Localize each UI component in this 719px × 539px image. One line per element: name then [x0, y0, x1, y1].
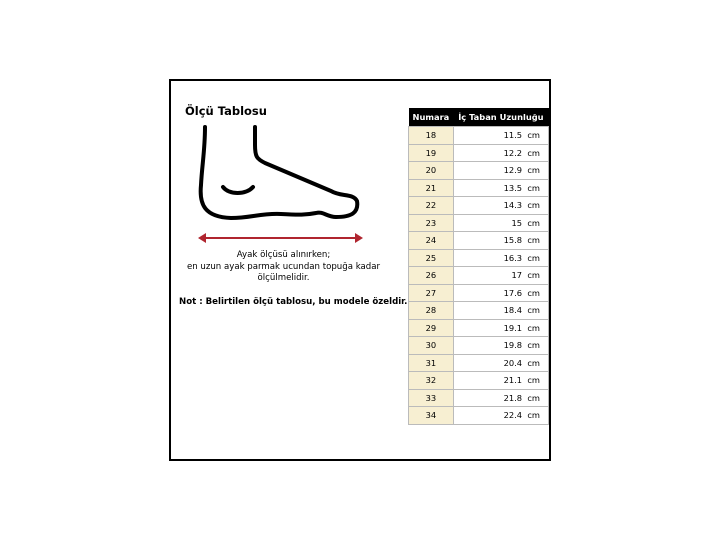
size-cell: 29 — [408, 318, 454, 337]
length-cell: 19.8 cm — [452, 336, 550, 355]
length-cell: 11.5 cm — [452, 126, 550, 145]
size-cell: 25 — [408, 248, 454, 267]
table-row: 30 19.8 cm — [408, 336, 550, 355]
size-chart-frame: Ölçü Tablosu Ayak ölçüsü alınırken; en u… — [169, 79, 551, 461]
length-cell: 20.4 cm — [452, 353, 550, 372]
length-cell: 15.8 cm — [452, 231, 550, 250]
size-cell: 23 — [408, 213, 454, 232]
length-cell: 17.6 cm — [452, 283, 550, 302]
table-row: 19 12.2 cm — [408, 143, 550, 162]
table-row: 24 15.8 cm — [408, 231, 550, 250]
table-row: 31 20.4 cm — [408, 353, 550, 372]
size-cell: 22 — [408, 196, 454, 215]
size-cell: 30 — [408, 336, 454, 355]
length-arrow — [198, 233, 363, 243]
size-cell: 20 — [408, 161, 454, 180]
length-cell: 12.9 cm — [452, 161, 550, 180]
table-row: 20 12.9 cm — [408, 161, 550, 180]
size-cell: 34 — [408, 406, 454, 425]
table-row: 26 17 cm — [408, 266, 550, 285]
table-row: 32 21.1 cm — [408, 371, 550, 390]
table-row: 28 18.4 cm — [408, 301, 550, 320]
length-cell: 17 cm — [452, 266, 550, 285]
size-cell: 26 — [408, 266, 454, 285]
length-cell: 21.1 cm — [452, 371, 550, 390]
length-cell: 12.2 cm — [452, 143, 550, 162]
model-note: Not : Belirtilen ölçü tablosu, bu modele… — [179, 297, 408, 307]
table-row: 27 17.6 cm — [408, 283, 550, 302]
size-cell: 33 — [408, 388, 454, 407]
table-row: 23 15 cm — [408, 213, 550, 232]
length-cell: 14.3 cm — [452, 196, 550, 215]
chart-title: Ölçü Tablosu — [185, 104, 267, 118]
table-row: 25 16.3 cm — [408, 248, 550, 267]
size-cell: 28 — [408, 301, 454, 320]
size-cell: 18 — [408, 126, 454, 145]
header-size: Numara — [408, 108, 454, 127]
header-insole-length: İç Taban Uzunluğu — [453, 108, 549, 127]
length-cell: 19.1 cm — [452, 318, 550, 337]
length-cell: 18.4 cm — [452, 301, 550, 320]
instruction-line: Ayak ölçüsü alınırken; — [236, 250, 331, 260]
size-cell: 27 — [408, 283, 454, 302]
measurement-instruction: Ayak ölçüsü alınırken; en uzun ayak parm… — [171, 250, 396, 285]
size-cell: 19 — [408, 143, 454, 162]
length-cell: 22.4 cm — [452, 406, 550, 425]
length-cell: 21.8 cm — [452, 388, 550, 407]
length-cell: 16.3 cm — [452, 248, 550, 267]
length-cell: 15 cm — [452, 213, 550, 232]
size-cell: 32 — [408, 371, 454, 390]
size-table: Numara İç Taban Uzunluğu 18 11.5 cm 19 12.2… — [408, 108, 550, 425]
instruction-line: ölçülmelidir. — [257, 273, 310, 283]
table-row: 34 22.4 cm — [408, 406, 550, 425]
table-row: 22 14.3 cm — [408, 196, 550, 215]
table-row: 29 19.1 cm — [408, 318, 550, 337]
instruction-line: en uzun ayak parmak ucundan topuğa kadar — [186, 261, 381, 272]
size-cell: 31 — [408, 353, 454, 372]
table-row: 21 13.5 cm — [408, 178, 550, 197]
foot-illustration — [198, 125, 360, 220]
size-cell: 21 — [408, 178, 454, 197]
length-cell: 13.5 cm — [452, 178, 550, 197]
size-cell: 24 — [408, 231, 454, 250]
table-row: 33 21.8 cm — [408, 388, 550, 407]
table-row: 18 11.5 cm — [408, 126, 550, 145]
